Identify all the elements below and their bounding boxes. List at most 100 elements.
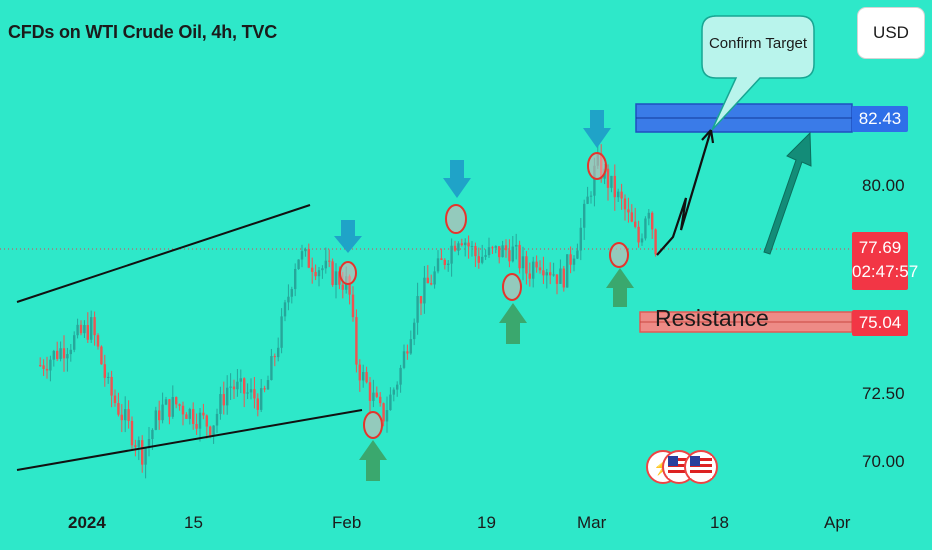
candle-up [521, 256, 525, 269]
candle-up [270, 356, 273, 381]
candle-down [634, 221, 637, 227]
candle-down [630, 212, 634, 222]
candle-down [178, 404, 181, 406]
candle-up [572, 258, 576, 265]
y-tick-label: 72.50 [862, 384, 905, 403]
candle-up [385, 410, 389, 422]
candle-up [413, 322, 416, 340]
candle-up [532, 261, 535, 279]
candle-down [654, 229, 657, 255]
candle-up [324, 260, 328, 269]
candle-down [103, 364, 107, 378]
candle-down [406, 351, 409, 354]
candle-down [181, 405, 185, 415]
candle-up [617, 191, 620, 198]
candle-up [484, 255, 487, 257]
candle-down [307, 249, 311, 268]
candle-up [433, 271, 436, 285]
candle-down [525, 256, 528, 274]
swing-high-marker [443, 160, 471, 234]
candle-down [419, 296, 423, 304]
x-tick-label: 2024 [68, 513, 106, 532]
candle-down [555, 274, 559, 284]
candle-up [59, 348, 62, 359]
candle-up [610, 175, 613, 188]
candle-down [365, 371, 368, 383]
candle-down [338, 271, 341, 285]
wedge-lower-trendline [16, 409, 363, 471]
event-badge[interactable] [684, 450, 718, 484]
candle-down [348, 276, 351, 295]
candle-down [205, 415, 209, 427]
candle-up [559, 268, 562, 284]
candle-down [358, 364, 362, 381]
candle-down [42, 365, 45, 369]
swing-high-marker [334, 220, 362, 285]
candle-up [76, 324, 79, 336]
candle-up [416, 296, 419, 323]
candle-up [107, 376, 110, 378]
candle-down [637, 226, 640, 243]
candle-down [498, 246, 501, 258]
candle-up [372, 392, 375, 401]
confirm-target-callout [701, 15, 815, 131]
candle-up [124, 409, 127, 421]
x-tick-label: Mar [577, 513, 607, 532]
candle-down [79, 324, 83, 334]
candle-down [440, 258, 443, 260]
candle-down [379, 396, 382, 404]
projection-zigzag [656, 129, 713, 256]
candle-down [209, 426, 212, 436]
candle-up [83, 324, 86, 334]
candle-down [368, 382, 372, 401]
candle-down [45, 368, 49, 371]
candle-up [402, 351, 406, 368]
chart-title: CFDs on WTI Crude Oil, 4h, TVC [8, 22, 278, 42]
candle-up [287, 296, 290, 303]
callout-text: Confirm Target [708, 35, 808, 52]
candle-down [192, 408, 195, 424]
candle-up [73, 335, 76, 350]
candle-up [266, 380, 270, 390]
current-price-value: 77.69 [858, 238, 902, 257]
candle-down [168, 399, 171, 417]
candle-down [443, 259, 447, 265]
wedge-upper-trendline [16, 204, 311, 303]
arrow-down-icon [443, 160, 471, 198]
candle-up [66, 354, 69, 359]
candle-up [219, 394, 222, 414]
candle-down [134, 445, 137, 447]
candle-down [535, 261, 538, 268]
candle-down [623, 198, 627, 210]
candle-up [640, 238, 644, 243]
x-tick-label: 19 [477, 513, 496, 532]
resistance-price-tag: 75.04 [852, 310, 908, 336]
candle-up [470, 246, 474, 248]
candle-down [56, 350, 59, 359]
candle-up [501, 245, 504, 258]
us-flag-icon [690, 456, 712, 478]
currency-button[interactable]: USD [858, 8, 924, 58]
candle-up [90, 317, 93, 340]
candle-down [453, 245, 457, 251]
candle-down [518, 244, 521, 269]
candle-up [566, 254, 569, 288]
candle-down [141, 440, 144, 465]
candle-up [334, 271, 338, 286]
candle-up [362, 371, 365, 381]
candle-up [229, 386, 232, 388]
candle-down [491, 247, 494, 249]
candle-down [528, 273, 532, 279]
projection-arrow [763, 131, 812, 255]
candle-up [147, 439, 151, 449]
candle-up [188, 408, 192, 419]
candle-up [239, 378, 243, 382]
candle-down [273, 356, 277, 358]
arrow-up-icon [359, 440, 387, 481]
candle-up [423, 277, 426, 304]
current-price-tag: 77.69 02:47:57 [852, 232, 918, 290]
target-price-tag: 82.43 [852, 106, 908, 132]
candle-down [538, 267, 542, 271]
candle-up [171, 397, 175, 417]
